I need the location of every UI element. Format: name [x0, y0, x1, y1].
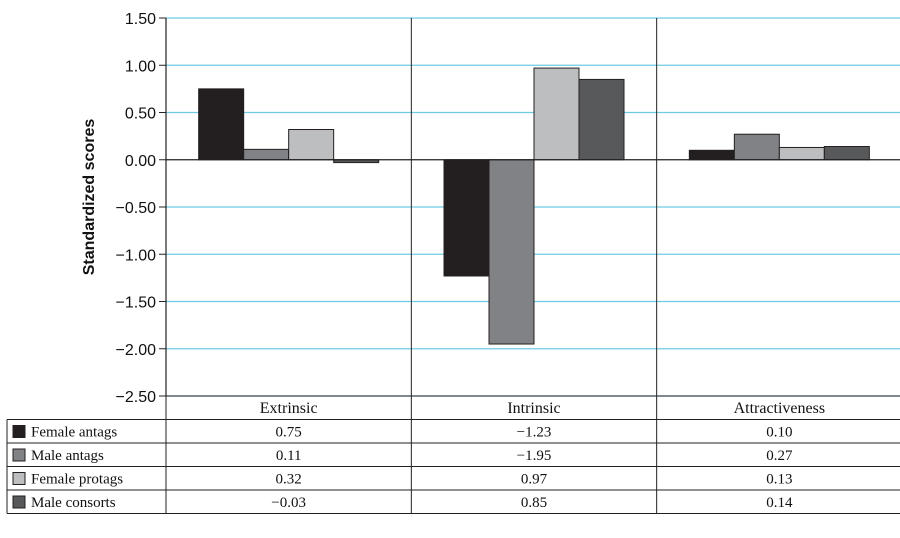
data-label: 0.10: [766, 425, 792, 441]
category-label: Attractiveness: [734, 400, 826, 417]
data-label: 0.85: [521, 495, 547, 511]
y-tick-label: −1.00: [116, 247, 157, 264]
bar-female-protags-extrinsic: [288, 129, 335, 161]
bar-male-consorts-intrinsic: [578, 78, 625, 161]
data-label: 0.75: [276, 425, 302, 441]
data-label: −0.03: [271, 495, 306, 511]
bar-male-antags-extrinsic: [243, 148, 290, 161]
data-label: −1.95: [517, 448, 552, 464]
legend-swatch: [12, 425, 26, 438]
legend-swatch: [12, 495, 26, 509]
bar-female-protags-intrinsic: [533, 67, 580, 161]
legend-swatch: [12, 448, 26, 462]
bar-male-antags-intrinsic: [488, 159, 535, 345]
data-label: 0.13: [766, 472, 792, 488]
data-label: 0.11: [276, 448, 302, 464]
bar-male-consorts-attractiveness: [823, 146, 870, 161]
bar-female-antags-extrinsic: [198, 88, 245, 161]
data-label: 0.97: [521, 472, 548, 488]
y-tick-label: −0.50: [116, 200, 157, 217]
legend-label: Female antags: [31, 425, 117, 441]
data-label: 0.14: [766, 495, 793, 511]
axes: 1.50 1.00 0.50 0.00 −0.50 −1.00 −1.50 −2.00 −2.5…: [81, 11, 900, 406]
legend-swatch: [12, 472, 26, 485]
y-tick-label: 0.00: [125, 153, 156, 170]
y-tick-label: −2.00: [116, 342, 157, 359]
data-table: Extrinsic Intrinsic Attractiveness Female a…: [6, 395, 900, 514]
data-label: −1.23: [517, 425, 552, 441]
bar-female-antags-intrinsic: [443, 159, 490, 277]
y-tick-label: 1.50: [125, 11, 156, 28]
category-label: Extrinsic: [260, 400, 318, 417]
data-label: 0.27: [766, 448, 793, 464]
category-label: Intrinsic: [507, 400, 560, 417]
bar-female-antags-attractiveness: [688, 149, 735, 161]
data-label: 0.32: [276, 472, 302, 488]
y-tick-label: 1.00: [125, 58, 156, 75]
y-tick-label: −1.50: [116, 295, 157, 312]
legend-label: Male antags: [31, 448, 104, 464]
legend-label: Female protags: [31, 472, 123, 488]
bar-female-protags-attractiveness: [778, 146, 825, 161]
bars: [198, 67, 870, 345]
y-tick-label: 0.50: [125, 106, 156, 123]
y-axis-title: Standardized scores: [81, 119, 98, 276]
y-tick-label: −2.50: [116, 389, 157, 406]
legend-label: Male consorts: [31, 495, 116, 511]
bar-male-antags-attractiveness: [733, 133, 780, 161]
